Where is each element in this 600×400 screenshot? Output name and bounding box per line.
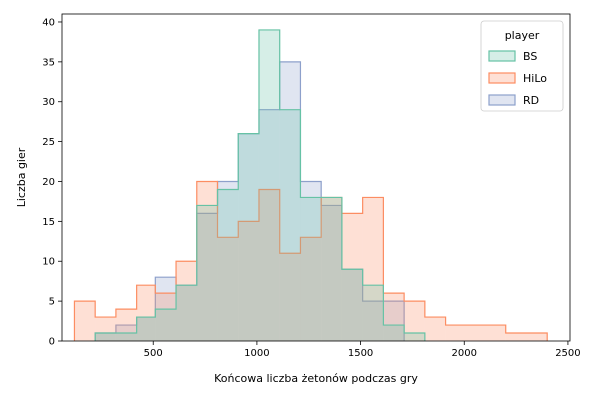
bar-bs-15	[404, 333, 425, 341]
bar-rd-4	[176, 285, 197, 341]
bar-bs-10	[300, 197, 322, 341]
legend-label-rd: RD	[523, 94, 539, 107]
y-tick-label: 30	[42, 97, 55, 108]
bar-bs-1	[115, 333, 137, 341]
y-tick-label: 10	[42, 257, 55, 268]
bar-hilo-12	[321, 197, 342, 341]
bar-hilo-14	[362, 197, 384, 341]
y-tick-label: 0	[49, 337, 55, 348]
bar-hilo-18	[445, 325, 506, 341]
plot-area	[73, 29, 548, 342]
bar-rd-0	[95, 333, 116, 341]
y-tick-label: 40	[42, 17, 55, 28]
outline-hilo	[73, 180, 548, 341]
bar-bs-2	[136, 317, 156, 341]
bar-hilo-13	[341, 213, 363, 341]
bar-hilo-1	[95, 317, 116, 341]
bar-hilo-4	[155, 293, 177, 341]
legend-title: player	[505, 29, 540, 42]
legend-box	[480, 20, 564, 112]
bar-rd-6	[217, 181, 239, 341]
bar-bs-5	[196, 205, 218, 341]
y-tick-label: 15	[42, 217, 55, 228]
bar-hilo-7	[217, 237, 239, 341]
y-tick-label: 25	[42, 137, 55, 148]
bar-hilo-15	[383, 293, 405, 341]
bar-bs-7	[238, 133, 259, 341]
y-tick-label: 20	[42, 177, 55, 188]
plot-frame	[61, 13, 571, 342]
bar-rd-8	[258, 109, 280, 342]
bar-rd-7	[238, 133, 259, 341]
legend-swatch-rd	[488, 94, 516, 106]
x-tick-label: 2500	[555, 348, 580, 359]
bar-hilo-19	[505, 333, 548, 341]
bar-hilo-3	[136, 285, 156, 341]
bar-bs-4	[176, 285, 197, 341]
bar-hilo-9	[258, 189, 280, 341]
series-hilo	[73, 180, 548, 341]
bar-hilo-11	[300, 237, 322, 341]
bar-rd-11	[321, 205, 342, 341]
x-axis-label: Końcowa liczba żetonów podczas gry	[214, 372, 418, 385]
legend-swatch-hilo	[488, 72, 516, 84]
y-axis: 0 5 10 15 20 25 30 35 40	[42, 17, 62, 348]
x-tick-label: 500	[144, 348, 163, 359]
bar-hilo-6	[196, 181, 218, 341]
bar-bs-13	[362, 285, 384, 341]
bar-bs-6	[217, 189, 239, 341]
bar-bs-0	[95, 333, 116, 341]
bar-bs-11	[321, 197, 342, 341]
legend-swatch-bs	[488, 50, 516, 62]
bar-hilo-0	[74, 301, 96, 341]
bar-rd-2	[136, 317, 156, 341]
legend-label-hilo: HiLo	[523, 72, 547, 85]
bar-hilo-16	[404, 301, 425, 341]
bar-bs-14	[383, 325, 405, 341]
bar-rd-14	[383, 301, 405, 341]
bar-rd-13	[362, 301, 384, 341]
series-bs	[94, 29, 426, 342]
bar-hilo-8	[238, 221, 259, 341]
x-axis: 500 1000 1500 2000 2500	[144, 341, 581, 359]
bar-hilo-5	[176, 261, 197, 341]
x-tick-label: 1000	[244, 348, 269, 359]
bar-bs-9	[279, 109, 301, 342]
bar-rd-10	[300, 181, 322, 341]
bar-bs-3	[155, 309, 177, 341]
bar-rd-12	[341, 269, 363, 341]
x-tick-label: 2000	[452, 348, 477, 359]
bar-rd-5	[196, 213, 218, 341]
outline-bs	[94, 29, 426, 341]
y-tick-label: 35	[42, 57, 55, 68]
x-tick-label: 1500	[348, 348, 373, 359]
legend: player BS HiLo RD	[480, 20, 564, 112]
series-rd	[94, 61, 405, 342]
bar-bs-8	[258, 29, 280, 341]
y-axis-label: Liczba gier	[15, 147, 28, 207]
bar-bs-12	[341, 269, 363, 341]
bar-rd-9	[279, 61, 301, 341]
bar-hilo-17	[424, 317, 446, 341]
legend-label-bs: BS	[523, 50, 537, 63]
y-tick-label: 5	[49, 297, 55, 308]
bar-hilo-10	[279, 253, 301, 341]
